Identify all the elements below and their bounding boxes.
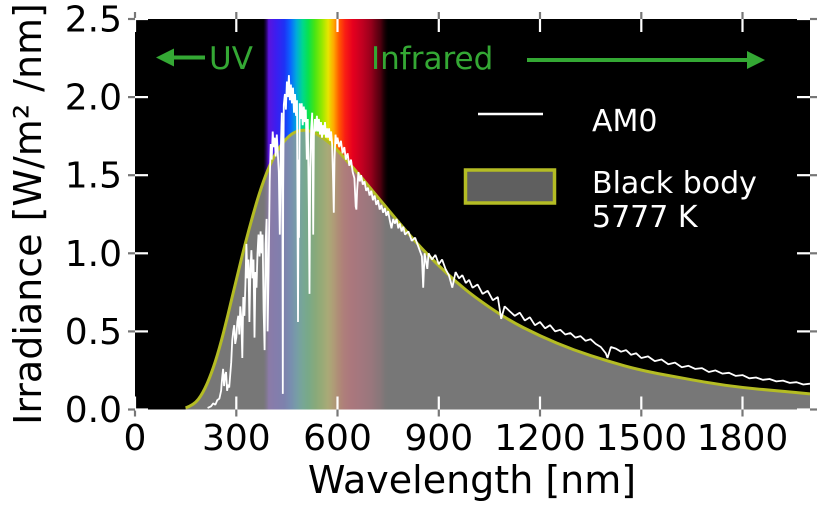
x-tick-label: 1200 [494,418,586,459]
infrared-label: Infrared [371,41,493,77]
x-tick-label: 0 [124,418,147,459]
x-tick-label: 1500 [595,418,687,459]
am0-spectrum-line [207,75,810,409]
legend: AM0 Black body 5777 K [463,104,757,235]
x-tick-label: 1800 [697,418,789,459]
legend-blackbody-label-line2: 5777 K [592,200,699,235]
legend-am0-label: AM0 [592,104,658,139]
am0-curve-path [207,75,810,409]
blackbody-area [185,128,810,410]
blackbody-fill-path [185,130,810,410]
y-tick-label: 2.0 [65,78,122,119]
x-tick-label: 300 [202,418,271,459]
y-axis-label: Irradiance [W/m² /nm] [6,3,50,425]
blackbody-curve-path [185,128,810,410]
axis-ticks [128,12,817,417]
x-axis-label: Wavelength [nm] [308,458,636,502]
plot-area [128,12,817,417]
annotation-uv: UV [156,41,253,77]
x-tick-label: 600 [303,418,372,459]
legend-blackbody-label-line1: Black body [592,166,757,201]
y-tick-label: 1.0 [65,234,122,275]
infrared-right-arrow-icon [527,51,765,69]
tick-labels: 0 300 600 900 1200 1500 1800 0.0 0.5 1.0 1.5 2.0 2.5 [65,0,789,459]
legend-blackbody-patch [463,168,557,205]
y-tick-label: 0.0 [65,390,122,431]
uv-left-arrow-icon [156,48,205,67]
uv-label: UV [209,41,253,77]
x-tick-label: 900 [404,418,473,459]
y-tick-label: 0.5 [65,312,122,353]
y-tick-label: 2.5 [65,0,122,41]
annotation-infrared: Infrared [371,41,765,77]
y-tick-label: 1.5 [65,156,122,197]
